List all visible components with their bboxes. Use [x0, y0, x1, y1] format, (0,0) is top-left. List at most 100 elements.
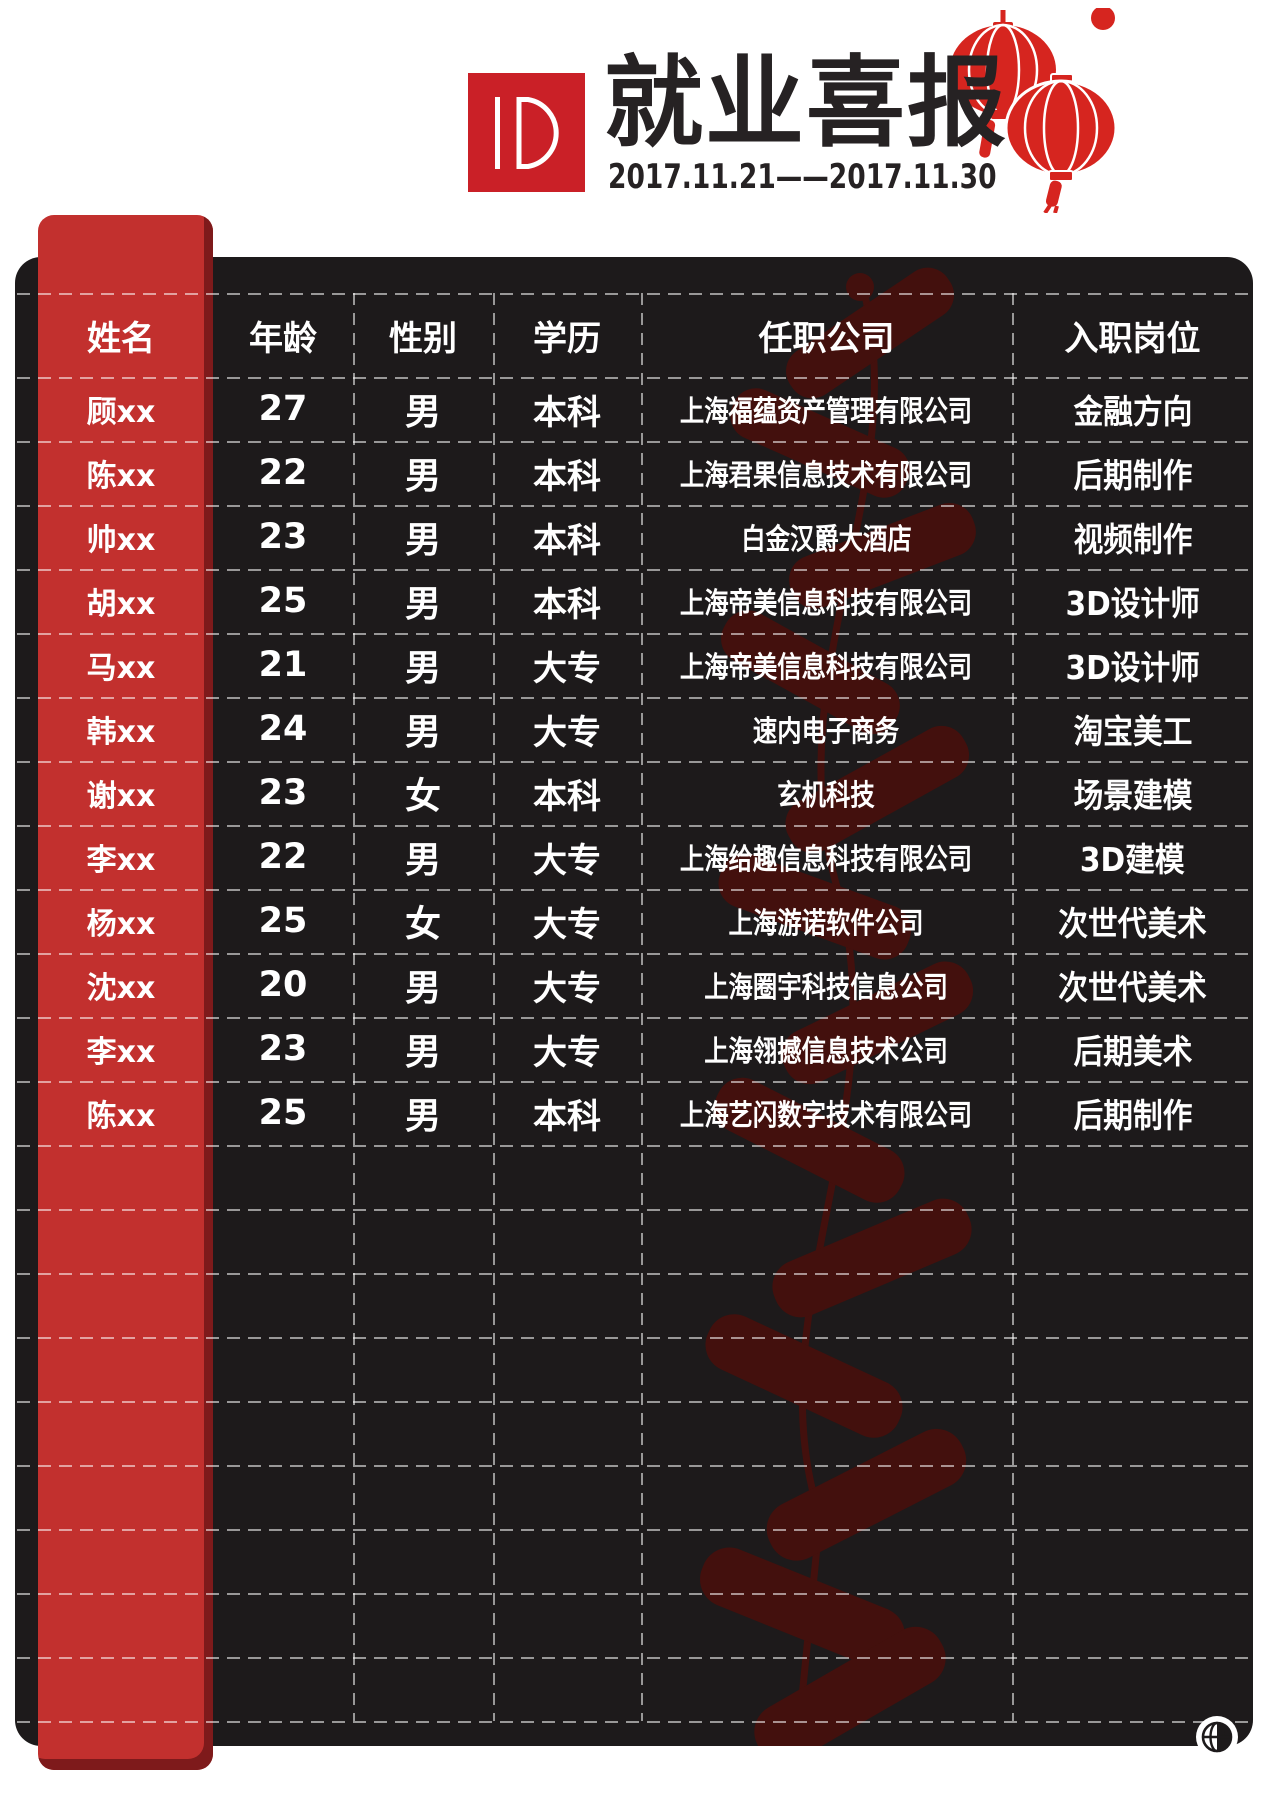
cell-education: 大专: [493, 697, 641, 761]
cell-age-text: 20: [258, 965, 308, 1005]
cell-company-text: 上海福蕴资产管理有限公司: [680, 394, 973, 428]
table-row-empty: [15, 1465, 1253, 1529]
grid-line-horizontal: [17, 1657, 1251, 1659]
cell-education: 本科: [493, 761, 641, 825]
cell-age-text: 25: [258, 581, 308, 621]
cell-position: 3D建模: [1012, 825, 1253, 889]
cell-company-text: 上海艺闪数字技术有限公司: [680, 1098, 973, 1132]
cell-name: 胡xx: [15, 569, 213, 633]
cell-education: 大专: [493, 633, 641, 697]
cell-age: 24: [213, 697, 353, 761]
cell-age: 20: [213, 953, 353, 1017]
cell-position-text: 场景建模: [1073, 776, 1192, 815]
table-grid: [15, 257, 1253, 1746]
table-row-empty: [15, 1401, 1253, 1465]
grid-line-horizontal: [17, 293, 1251, 295]
cell-name: 帅xx: [15, 505, 213, 569]
grid-line-horizontal: [17, 505, 1251, 507]
cell-position: 场景建模: [1012, 761, 1253, 825]
cell-gender: 女: [353, 761, 493, 825]
table-row: 李xx 22 男 大专 上海给趣信息科技有限公司 3D建模: [15, 825, 1253, 889]
table-body: 顾xx 27 男本科 上海福蕴资产管理有限公司 金融方向 陈xx 22 男本科 上海君果信息技术…: [15, 377, 1253, 1721]
cell-position: 次世代美术: [1012, 889, 1253, 953]
cell-company: 白金汉爵大酒店: [641, 505, 1012, 569]
grid-line-horizontal: [17, 377, 1251, 379]
cell-gender-text: 女: [404, 904, 441, 945]
cell-education-text: 大专: [533, 904, 601, 945]
cell-gender-text: 男: [404, 840, 441, 881]
cell-education-text: 本科: [533, 584, 601, 625]
cell-age-text: 21: [258, 645, 308, 685]
cell-gender-text: 男: [404, 712, 441, 753]
cell-age-text: 22: [258, 837, 308, 877]
cell-gender: 男: [353, 569, 493, 633]
cell-position-text: 金融方向: [1073, 392, 1192, 431]
table-row-empty: [15, 1593, 1253, 1657]
cell-company-text: 白金汉爵大酒店: [741, 522, 912, 556]
grid-line-horizontal: [17, 1465, 1251, 1467]
table-row: 陈xx 22 男 本科 上海君果信息技术有限公司 后期制作: [15, 441, 1253, 505]
name-column-ribbon: [38, 215, 213, 1770]
cell-gender-text: 男: [404, 1096, 441, 1137]
cell-position-text: 后期制作: [1073, 456, 1192, 495]
cell-company-text: 上海帝美信息科技有限公司: [680, 650, 973, 684]
cell-position: 次世代美术: [1012, 953, 1253, 1017]
cell-name: 沈xx: [15, 953, 213, 1017]
cell-company-text: 玄机科技: [777, 778, 876, 812]
lantern-icon: [950, 8, 1118, 213]
cell-age: 22: [213, 441, 353, 505]
cell-company-text: 上海君果信息技术有限公司: [680, 458, 973, 492]
cell-name: 谢xx: [15, 761, 213, 825]
cell-company-text: 上海帝美信息科技有限公司: [680, 586, 973, 620]
cell-company: 上海翎撼信息技术公司: [641, 1017, 1012, 1081]
cell-position: 后期美术: [1012, 1017, 1253, 1081]
cell-age: 27: [213, 377, 353, 441]
cell-name: 李xx: [15, 1017, 213, 1081]
cell-age: 25: [213, 1081, 353, 1145]
table-row: 顾xx 27 男 本科 上海福蕴资产管理有限公司 金融方向: [15, 377, 1253, 441]
cell-position: 淘宝美工: [1012, 697, 1253, 761]
cell-position: 金融方向: [1012, 377, 1253, 441]
grid-line-horizontal: [17, 889, 1251, 891]
cell-company-text: 上海翎撼信息技术公司: [704, 1034, 949, 1068]
grid-line-horizontal: [17, 1593, 1251, 1595]
cell-age: 23: [213, 1017, 353, 1081]
cell-education-text: 大专: [533, 1032, 601, 1073]
cell-education-text: 本科: [533, 776, 601, 817]
table-row-empty: [15, 1273, 1253, 1337]
cell-name-text: 杨xx: [86, 907, 156, 942]
cell-name: 杨xx: [15, 889, 213, 953]
cell-education: 大专: [493, 889, 641, 953]
cell-company: 上海君果信息技术有限公司: [641, 441, 1012, 505]
cell-position-text: 次世代美术: [1058, 904, 1207, 943]
table-row-empty: [15, 1657, 1253, 1721]
cell-gender-text: 男: [404, 1032, 441, 1073]
id-logo-text: ID: [0, 0, 1, 1]
table-row: 谢xx 23 女 本科 玄机科技 场景建模: [15, 761, 1253, 825]
table-row: 杨xx 25 女 大专 上海游诺软件公司 次世代美术: [15, 889, 1253, 953]
cell-education-text: 本科: [533, 520, 601, 561]
table-row: 陈xx 25 男 本科 上海艺闪数字技术有限公司 后期制作: [15, 1081, 1253, 1145]
cell-gender: 男: [353, 1017, 493, 1081]
table-row-empty: [15, 1209, 1253, 1273]
cell-position-text: 后期制作: [1073, 1096, 1192, 1135]
grid-line-horizontal: [17, 1721, 1251, 1723]
cell-name-text: 李xx: [86, 843, 156, 878]
grid-line-horizontal: [17, 1529, 1251, 1531]
column-header: 学历: [533, 318, 601, 359]
cell-company-text: 上海给趣信息科技有限公司: [680, 842, 973, 876]
firecracker-art: [700, 267, 976, 1746]
table-row: 李xx 23 男 大专 上海翎撼信息技术公司 后期美术: [15, 1017, 1253, 1081]
table-row-empty: [15, 1145, 1253, 1209]
cell-company: 上海游诺软件公司: [641, 889, 1012, 953]
cell-age-text: 23: [258, 1029, 308, 1069]
cell-name-text: 陈xx: [86, 1099, 156, 1134]
cell-gender-text: 男: [404, 584, 441, 625]
cell-name: 陈xx: [15, 1081, 213, 1145]
date-range: 2017.11.21——2017.11.30: [608, 157, 997, 197]
cell-education: 大专: [493, 953, 641, 1017]
cell-education: 本科: [493, 569, 641, 633]
cell-position-text: 视频制作: [1073, 520, 1192, 559]
grid-line-horizontal: [17, 1145, 1251, 1147]
cell-education-text: 大专: [533, 712, 601, 753]
